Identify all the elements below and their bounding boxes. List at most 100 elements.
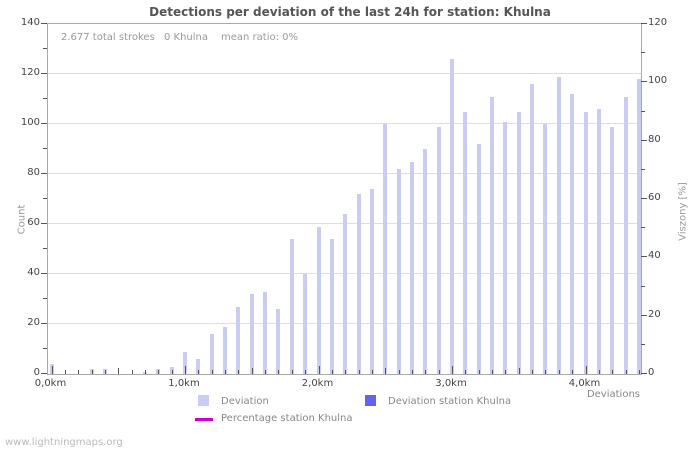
y-axis-tick-left bbox=[41, 73, 47, 74]
bar bbox=[636, 79, 641, 374]
bar bbox=[263, 291, 268, 374]
x-axis-tick bbox=[198, 370, 200, 374]
x-axis-tick bbox=[91, 370, 93, 374]
x-axis-tick bbox=[411, 370, 413, 374]
x-axis-tick bbox=[625, 370, 627, 374]
x-axis-tick bbox=[425, 370, 427, 374]
x-axis-tick bbox=[305, 370, 307, 374]
bar bbox=[316, 226, 321, 374]
x-axis-tick bbox=[638, 370, 640, 374]
x-axis-tick bbox=[385, 368, 387, 374]
watermark-link: www.lightningmaps.org bbox=[5, 437, 123, 448]
y-axis-tick-right bbox=[641, 256, 647, 258]
y-axis-tick-left bbox=[41, 123, 47, 124]
bar bbox=[596, 109, 601, 374]
y-axis-tick-right bbox=[641, 373, 647, 374]
y-tick-label-right: 20 bbox=[648, 308, 661, 320]
y-axis-tick-right bbox=[641, 139, 647, 141]
y-axis-minor-tick-right bbox=[641, 285, 645, 287]
y-axis-minor-tick-left bbox=[43, 298, 47, 299]
y-tick-label-right: 0 bbox=[648, 367, 655, 378]
x-tick-label: 3,0km bbox=[435, 378, 467, 389]
x-axis-tick bbox=[452, 366, 453, 374]
x-axis-tick bbox=[345, 370, 347, 374]
legend-label-deviation: Deviation bbox=[221, 396, 269, 407]
y-axis-minor-tick-left bbox=[43, 148, 47, 149]
x-axis-tick bbox=[612, 370, 614, 374]
bar bbox=[610, 126, 615, 374]
x-axis-tick bbox=[585, 366, 587, 374]
y-axis-tick-right bbox=[641, 23, 647, 24]
bar bbox=[436, 126, 441, 374]
bar bbox=[409, 161, 414, 374]
y-tick-label-left: 100 bbox=[20, 117, 40, 128]
bar bbox=[423, 149, 428, 374]
bar bbox=[196, 359, 201, 374]
legend-line-percentage bbox=[195, 418, 213, 421]
x-axis-tick bbox=[64, 370, 66, 374]
x-axis-tick bbox=[171, 370, 173, 374]
x-axis-tick bbox=[371, 370, 373, 374]
y-axis-tick-left bbox=[41, 323, 47, 324]
bar bbox=[476, 144, 481, 374]
x-axis-tick bbox=[558, 370, 560, 374]
y-tick-label-right: 80 bbox=[648, 133, 661, 145]
x-axis-tick bbox=[331, 370, 333, 374]
legend-swatch-deviation-station bbox=[365, 395, 376, 406]
bar bbox=[503, 121, 508, 374]
gridline bbox=[48, 73, 641, 74]
bar bbox=[583, 111, 588, 374]
y-tick-label-left: 20 bbox=[27, 317, 40, 328]
x-tick-label: 4,0km bbox=[568, 378, 601, 389]
bar bbox=[556, 76, 561, 374]
y-tick-label-right: 120 bbox=[648, 17, 668, 28]
x-axis-tick bbox=[478, 370, 480, 374]
x-axis-tick bbox=[78, 370, 80, 374]
legend-swatch-deviation bbox=[198, 395, 209, 406]
x-axis-tick bbox=[532, 370, 534, 374]
y-tick-label-left: 40 bbox=[27, 267, 40, 278]
bar bbox=[383, 124, 388, 374]
y-axis-tick-right bbox=[641, 314, 647, 316]
y-axis-minor-tick-left bbox=[43, 48, 47, 49]
x-tick-label: 1,0km bbox=[168, 378, 200, 389]
x-axis-tick bbox=[185, 366, 186, 374]
y-axis-tick-right bbox=[641, 198, 647, 199]
bar bbox=[450, 59, 454, 374]
x-axis-tick bbox=[144, 370, 146, 374]
x-axis-tick bbox=[572, 370, 574, 374]
y-tick-label-left: 120 bbox=[20, 67, 40, 78]
x-axis-tick bbox=[598, 370, 600, 374]
y-axis-title-right: Viszony [%] bbox=[677, 182, 689, 241]
y-tick-label-left: 60 bbox=[27, 217, 40, 228]
x-axis-tick bbox=[131, 370, 133, 374]
y-axis-minor-tick-left bbox=[43, 248, 47, 249]
bar bbox=[516, 111, 521, 374]
x-axis-tick bbox=[545, 370, 547, 374]
y-axis-tick-left bbox=[41, 223, 47, 224]
bar bbox=[543, 124, 548, 374]
x-axis-tick bbox=[465, 370, 467, 374]
x-axis-tick bbox=[438, 370, 440, 374]
mean-ratio-annotation: mean ratio: 0% bbox=[221, 32, 299, 43]
y-axis-minor-tick-right bbox=[641, 110, 645, 112]
bar bbox=[276, 309, 281, 374]
x-axis-tick bbox=[238, 370, 240, 374]
bar bbox=[369, 189, 374, 374]
bar bbox=[289, 239, 294, 374]
y-axis-minor-tick-right bbox=[641, 168, 645, 170]
y-axis-minor-tick-right bbox=[641, 227, 645, 229]
x-axis-tick bbox=[158, 370, 160, 374]
x-axis-tick bbox=[318, 366, 320, 374]
y-axis-tick-left bbox=[41, 373, 47, 374]
x-axis-title: Deviations bbox=[586, 389, 640, 400]
bar bbox=[303, 274, 308, 374]
bar bbox=[463, 111, 468, 374]
legend-label-deviation-station: Deviation station Khulna bbox=[388, 396, 512, 407]
x-axis-tick bbox=[51, 366, 53, 374]
bar bbox=[396, 169, 401, 374]
y-axis-minor-tick-right bbox=[641, 52, 645, 54]
x-axis-tick bbox=[358, 370, 360, 374]
y-axis-tick-right bbox=[641, 81, 647, 83]
